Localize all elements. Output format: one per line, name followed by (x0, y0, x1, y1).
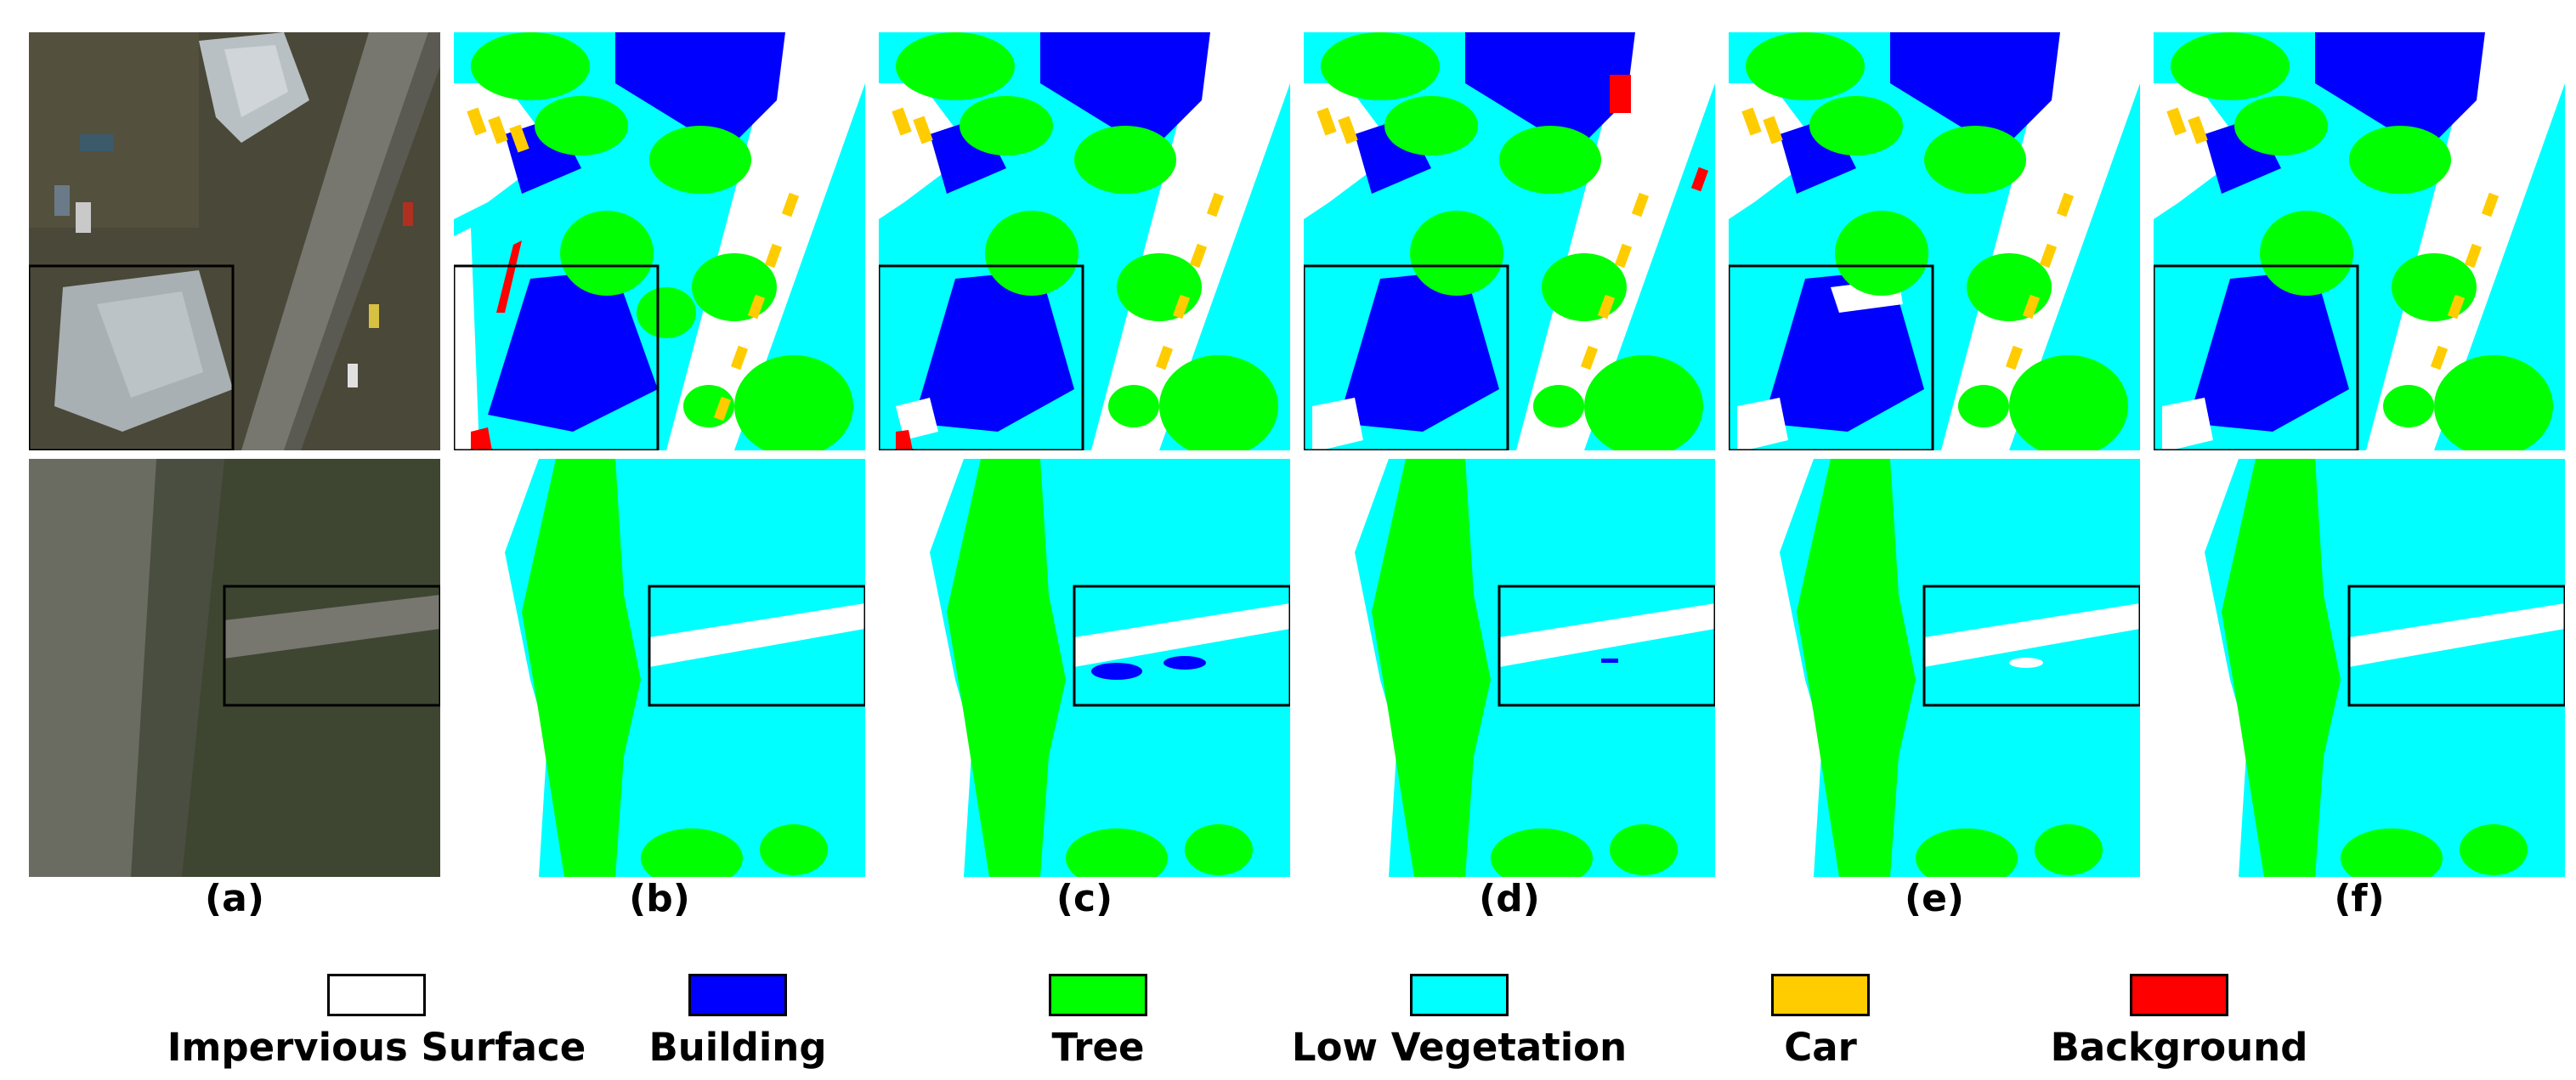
legend-swatch-impervious-surface (327, 974, 426, 1016)
legend-label-car: Car (1784, 1025, 1857, 1070)
segmentation-map-b-top (454, 32, 865, 450)
segmentation-map-b-bottom (454, 459, 865, 877)
legend-label-building: Building (648, 1025, 827, 1070)
panel-label-d: (d) (1479, 877, 1540, 920)
panel-label-e: (e) (1904, 877, 1965, 920)
panel-label-b: (b) (629, 877, 690, 920)
legend-swatch-tree (1049, 974, 1147, 1016)
legend-label-background: Background (2050, 1025, 2308, 1070)
panel-label-f: (f) (2334, 877, 2385, 920)
segmentation-map-c-bottom (879, 459, 1290, 877)
legend-label-impervious-surface: Impervious Surface (167, 1025, 586, 1070)
legend-label-tree: Tree (1051, 1025, 1145, 1070)
aerial-image-bottom (29, 459, 440, 877)
segmentation-map-d-bottom (1304, 459, 1715, 877)
legend-swatch-low-vegetation (1410, 974, 1509, 1016)
legend-swatch-car (1771, 974, 1870, 1016)
panel-label-c: (c) (1056, 877, 1113, 920)
segmentation-map-c-top (879, 32, 1290, 450)
panel-label-a: (a) (205, 877, 264, 920)
legend-swatch-background (2130, 974, 2228, 1016)
segmentation-map-f-top (2154, 32, 2565, 450)
aerial-image-top (29, 32, 440, 450)
segmentation-map-e-bottom (1729, 459, 2140, 877)
legend-label-low-vegetation: Low Vegetation (1291, 1025, 1628, 1070)
segmentation-map-d-top (1304, 32, 1715, 450)
segmentation-map-e-top (1729, 32, 2140, 450)
segmentation-map-f-bottom (2154, 459, 2565, 877)
legend-swatch-building (688, 974, 787, 1016)
